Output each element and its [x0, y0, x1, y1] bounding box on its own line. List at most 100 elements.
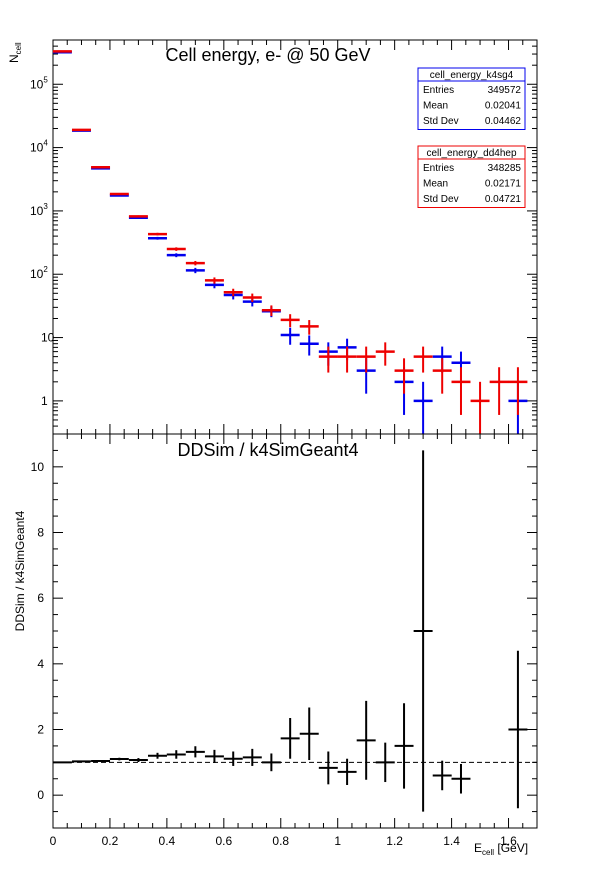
bottom-xlabel-sub: cell: [482, 848, 494, 857]
stat-box-cell_energy_k4sg4: cell_energy_k4sg4 Entries 349572 Mean 0.0204…: [417, 67, 526, 130]
bottom-xtick-label: 0: [50, 834, 57, 848]
ratio-point: [413, 450, 433, 812]
stat-box-label: Mean: [423, 179, 448, 190]
top-ylabel-sub: cell: [14, 42, 23, 54]
ratio-point: [451, 763, 471, 794]
stat-box-cell_energy_dd4hep: cell_energy_dd4hep Entries 348285 Mean 0.021…: [417, 145, 526, 208]
data-point: [261, 305, 281, 317]
ratio-point: [299, 707, 319, 761]
ratio-point: [280, 718, 300, 759]
ratio-point: [337, 758, 357, 785]
data-point: [166, 253, 186, 258]
bottom-xtick-label: 0.4: [159, 834, 176, 848]
stat-boxes: cell_energy_k4sg4 Entries 349572 Mean 0.0204…: [417, 67, 526, 208]
ratio-point: [394, 703, 414, 789]
ratio-point: [52, 761, 72, 764]
data-point: [185, 260, 205, 266]
data-point: [280, 314, 300, 328]
bottom-xtick-label: 1.4: [443, 834, 460, 848]
top-series-layer: [52, 50, 528, 434]
bottom-xlabel: Ecell [GeV]: [474, 841, 528, 857]
stat-box-label: Std Dev: [423, 194, 459, 205]
ratio-point: [71, 760, 91, 763]
stat-box-frame: [417, 145, 526, 208]
top-ytick-label: 104: [30, 139, 48, 155]
stat-box-label: Mean: [423, 101, 448, 112]
data-point: [299, 335, 319, 356]
ratio-point: [223, 751, 243, 766]
bottom-ytick-label: 4: [37, 657, 44, 671]
top-plot: 1 10 102 103 104 105 Cell energy, e- @ 50 GeV…: [7, 39, 538, 435]
stat-box-title: cell_energy_k4sg4: [430, 70, 514, 81]
ratio-point: [508, 650, 528, 809]
bottom-xlabel-main: E: [474, 841, 482, 855]
data-point: [451, 367, 471, 415]
data-point: [242, 293, 262, 302]
ratio-point: [356, 700, 376, 780]
ratio-point: [91, 760, 111, 763]
data-point: [109, 192, 129, 196]
data-point: [299, 320, 319, 335]
ratio-point: [166, 750, 186, 759]
data-point: [337, 346, 357, 373]
stat-box-value: 0.04462: [485, 116, 522, 127]
top-ytick-label: 103: [30, 202, 48, 218]
data-point: [185, 267, 205, 274]
bottom-ytick-label: 2: [37, 723, 44, 737]
bottom-ytick-label: 10: [31, 460, 45, 474]
stat-box-frame: [417, 67, 526, 130]
stat-box-label: Std Dev: [423, 116, 459, 127]
stat-box-value: 0.02041: [485, 101, 522, 112]
data-point: [280, 327, 300, 345]
data-point: [148, 232, 167, 236]
ratio-point: [109, 757, 129, 761]
bottom-ytick-label: 0: [37, 788, 44, 802]
ratio-point: [242, 748, 262, 766]
ratio-point: [375, 742, 395, 783]
bottom-xlabel-unit: [GeV]: [494, 841, 528, 855]
data-point: [508, 367, 528, 415]
data-point: [375, 342, 395, 366]
ratio-point: [185, 746, 205, 758]
svg-text:Ncell: Ncell: [7, 42, 23, 63]
bottom-plot: 0 2 4 6 8 10 0 0.2 0.4 0.6 0.8 1 1.2 1.4 1.6 DDSim / k…: [13, 433, 538, 857]
bottom-xtick-label: 0.8: [272, 834, 289, 848]
ratio-point: [128, 758, 148, 763]
bottom-ytick-label: 6: [37, 591, 44, 605]
stat-box-value: 0.04721: [485, 194, 522, 205]
ratio-point: [432, 760, 452, 791]
data-point: [128, 215, 148, 218]
ratio-point: [148, 752, 167, 759]
bottom-xtick-label: 1: [334, 834, 341, 848]
stat-box-value: 348285: [488, 163, 522, 174]
bottom-axes: 0 2 4 6 8 10 0 0.2 0.4 0.6 0.8 1 1.2 1.4 1.6: [31, 433, 538, 848]
stat-box-value: 349572: [488, 85, 522, 96]
top-ylabel: Ncell: [7, 42, 23, 63]
ratio-series-layer: [52, 450, 528, 812]
bottom-ytick-label: 8: [37, 526, 44, 540]
series-cell_energy_dd4hep: [52, 50, 528, 434]
ratio-point: [261, 753, 281, 772]
ratio-point: [204, 749, 224, 763]
stat-box-title: cell_energy_dd4hep: [426, 148, 517, 159]
bottom-xtick-label: 1.2: [386, 834, 403, 848]
data-point: [470, 381, 490, 434]
data-point: [489, 367, 509, 415]
bottom-plot-frame: [52, 433, 538, 829]
data-point: [318, 346, 338, 373]
data-point: [91, 165, 111, 169]
data-point: [394, 358, 414, 394]
top-title: Cell energy, e- @ 50 GeV: [165, 45, 370, 65]
bottom-xtick-label: 0.6: [215, 834, 232, 848]
ratio-point: [318, 751, 338, 785]
data-point: [413, 381, 433, 434]
stat-box-label: Entries: [423, 85, 454, 96]
data-point: [148, 236, 167, 240]
stat-box-label: Entries: [423, 163, 454, 174]
data-point: [204, 277, 224, 284]
top-ytick-label: 102: [30, 265, 48, 281]
data-point: [223, 288, 243, 297]
top-ytick-label: 1: [41, 394, 48, 408]
bottom-xtick-label: 0.2: [102, 834, 119, 848]
